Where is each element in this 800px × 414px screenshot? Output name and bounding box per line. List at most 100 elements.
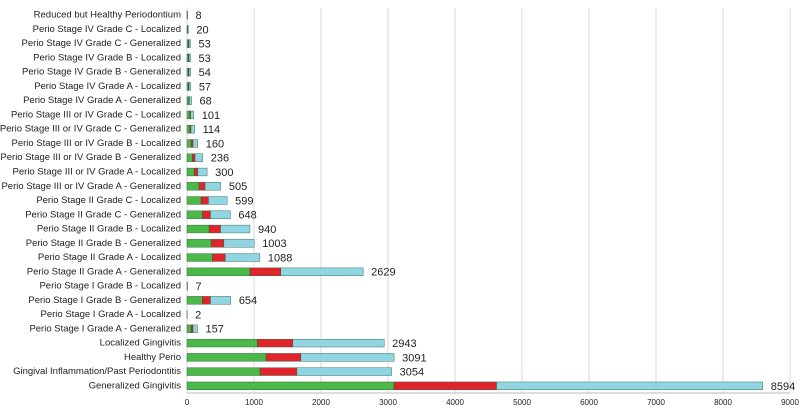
total-label: 68 [200,96,212,108]
category-label: Perio Stage IV Grade B - Localized [33,52,181,63]
total-label: 3091 [402,352,426,364]
bar-segment [187,182,199,190]
bar-segment [187,140,191,148]
category-label: Perio Stage III or IV Grade C - Localize… [11,109,181,120]
bar-segment [205,182,221,190]
total-label: 505 [229,181,247,193]
bar-segment [187,68,188,76]
category-label: Perio Stage I Grade A - Localized [41,309,181,320]
category-label: Perio Stage IV Grade C - Generalized [22,38,181,49]
bar-segment [187,296,202,304]
bar-segment [221,225,250,233]
total-label: 2 [195,309,201,321]
x-tick-label: 2000 [312,398,330,407]
bar-segment [210,296,230,304]
x-tick-label: 6000 [580,398,598,407]
category-label: Perio Stage IV Grade A - Localized [34,81,181,92]
bar-segment [187,239,211,247]
bar-segment [191,125,195,133]
bar-segment [257,339,293,347]
total-label: 157 [206,324,224,336]
bar-segment [394,382,497,390]
bar-segment [301,353,394,361]
total-label: 1003 [262,238,286,250]
bar-segment [187,154,192,162]
bar-segment [189,40,191,48]
bar-segment [293,339,384,347]
bar-segment [209,225,220,233]
bar-segment [199,182,205,190]
bar-segment [187,268,250,276]
category-label: Perio Stage IV Grade B - Generalized [22,67,181,78]
bar-segment [187,353,266,361]
bar-segment [187,368,260,376]
bar-segment [187,254,212,262]
category-label: Perio Stage III or IV Grade B - Localize… [11,138,181,149]
bar-segment [202,211,210,219]
x-tick-label: 8000 [714,398,732,407]
bar-segment [189,97,191,105]
bar-segment [189,83,191,91]
bar-segment [202,296,210,304]
total-label: 1088 [268,252,292,264]
total-label: 8 [196,10,202,22]
bar-segment [225,254,260,262]
total-label: 236 [211,153,229,165]
bar-segment [189,68,191,76]
category-label: Perio Stage II Grade C - Localized [36,195,181,206]
category-label: Perio Stage III or IV Grade A - Localize… [13,166,181,177]
bar-segment [201,197,208,205]
total-label: 54 [199,67,211,79]
bar-segment [497,382,763,390]
total-label: 940 [258,224,276,236]
total-label: 654 [239,295,257,307]
x-tick-label: 9000 [781,398,799,407]
bar-segment [250,268,281,276]
bar-segment [187,40,188,48]
total-label: 57 [199,81,211,93]
bar-segment [187,325,191,333]
bar-segment [189,54,191,62]
total-label: 101 [202,110,220,122]
category-label: Perio Stage IV Grade C - Localized [33,24,181,35]
total-label: 114 [203,124,221,136]
bar-segment [191,140,193,148]
category-label: Perio Stage III or IV Grade A - Generali… [1,181,181,192]
bar-segment [192,154,195,162]
total-label: 7 [195,281,201,293]
bar-segment [194,168,197,176]
x-tick-label: 1000 [245,398,263,407]
bar-segment [195,154,203,162]
total-label: 8594 [771,381,795,393]
bar-segment [187,211,202,219]
bar-segment [190,125,191,133]
category-label: Perio Stage III or IV Grade C - Generali… [0,124,181,135]
category-label: Generalized Gingivitis [89,380,182,391]
bar-segment [191,325,193,333]
bar-segment [187,197,201,205]
category-label: Healthy Perio [124,352,181,363]
bar-segment [281,268,363,276]
total-label: 3054 [400,367,424,379]
category-label: Perio Stage II Grade A - Localized [38,252,181,263]
bar-segment [297,368,392,376]
bar-segment [187,125,190,133]
bar-segment [266,353,301,361]
category-label: Perio Stage I Grade B - Localized [39,281,181,292]
bar-segment [208,197,227,205]
x-tick-label: 3000 [379,398,397,407]
bar-segment [187,83,188,91]
total-label: 300 [215,167,233,179]
total-label: 20 [196,24,208,36]
total-label: 53 [199,53,211,65]
bar-segment [224,239,254,247]
bar-segment [187,168,194,176]
category-label: Perio Stage I Grade A - Generalized [29,323,181,334]
bar-segment [187,382,394,390]
total-label: 160 [206,138,224,150]
x-tick-label: 5000 [513,398,531,407]
total-label: 2629 [371,267,395,279]
x-tick-label: 0 [185,398,190,407]
bar-segment [198,168,207,176]
